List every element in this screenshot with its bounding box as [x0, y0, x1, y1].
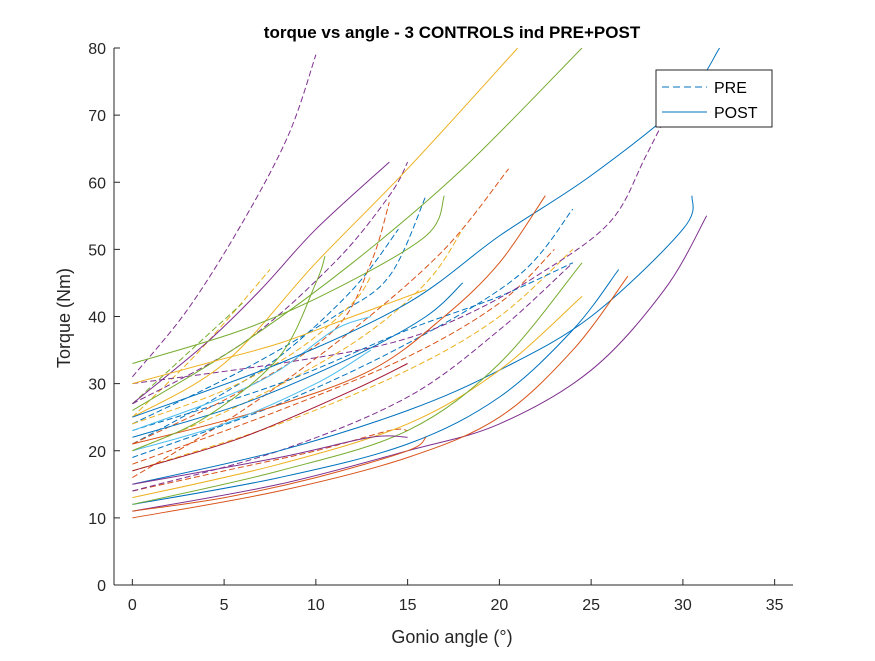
pre-series-line	[132, 228, 464, 452]
pre-series-line	[132, 168, 509, 479]
post-series-line	[132, 275, 629, 519]
post-series-line	[132, 296, 583, 499]
post-series-line	[132, 262, 583, 505]
pre-series-line	[132, 54, 317, 378]
axes: 0 5 10 15 20 25 30 35 0 10 20 30 40 50 60 70 80	[88, 41, 793, 614]
x-tick-label: 0	[128, 597, 137, 614]
pre-series-line	[132, 228, 399, 445]
post-series-line	[132, 195, 694, 485]
y-tick-label: 0	[97, 578, 106, 595]
pre-series-line	[132, 195, 427, 425]
pre-series-line	[132, 428, 408, 492]
pre-series-line	[132, 302, 243, 405]
post-series-line	[132, 269, 620, 505]
post-series-line	[132, 48, 583, 411]
post-series-line	[132, 48, 721, 418]
pre-series-line	[132, 249, 555, 465]
x-axis-label: Gonio angle (°)	[391, 627, 512, 647]
post-series-line	[132, 161, 390, 405]
legend-pre-label: PRE	[714, 80, 747, 97]
post-series-line	[132, 48, 519, 418]
pre-series-line	[132, 262, 574, 432]
y-tick-label: 60	[88, 175, 106, 192]
pre-series-line	[132, 275, 372, 425]
post-series-line	[132, 289, 427, 385]
x-tick-label: 5	[220, 597, 229, 614]
post-series-line	[132, 316, 372, 432]
legend-post-label: POST	[714, 105, 758, 122]
post-series-line	[132, 436, 427, 512]
y-tick-label: 30	[88, 377, 106, 394]
pre-series-line	[132, 249, 574, 472]
chart-title: torque vs angle - 3 CONTROLS ind PRE+POS…	[264, 23, 641, 42]
post-series-line	[132, 195, 445, 364]
x-tick-label: 15	[399, 597, 417, 614]
x-tick-label: 30	[674, 597, 692, 614]
series-layer	[132, 48, 721, 519]
x-tick-label: 35	[766, 597, 784, 614]
pre-series-line	[132, 208, 574, 458]
post-series-line	[132, 195, 546, 445]
y-tick-label: 40	[88, 310, 106, 327]
post-series-line	[132, 435, 408, 485]
legend-box	[655, 69, 773, 128]
y-tick-label: 10	[88, 511, 106, 528]
post-series-line	[132, 215, 708, 512]
y-tick-label: 50	[88, 242, 106, 259]
y-tick-label: 20	[88, 444, 106, 461]
y-tick-label: 70	[88, 108, 106, 125]
post-series-line	[132, 255, 326, 452]
post-series-line	[132, 349, 372, 452]
pre-series-line	[132, 202, 390, 445]
legend: PRE POST	[655, 69, 773, 128]
pre-series-line	[132, 161, 409, 405]
post-series-line	[132, 363, 408, 472]
x-tick-label: 25	[582, 597, 600, 614]
x-tick-label: 20	[490, 597, 508, 614]
y-tick-label: 80	[88, 41, 106, 58]
pre-series-line	[132, 81, 684, 385]
post-series-line	[132, 282, 464, 438]
y-axis-label: Torque (Nm)	[54, 268, 74, 368]
pre-series-line	[132, 262, 574, 492]
x-tick-label: 10	[307, 597, 325, 614]
